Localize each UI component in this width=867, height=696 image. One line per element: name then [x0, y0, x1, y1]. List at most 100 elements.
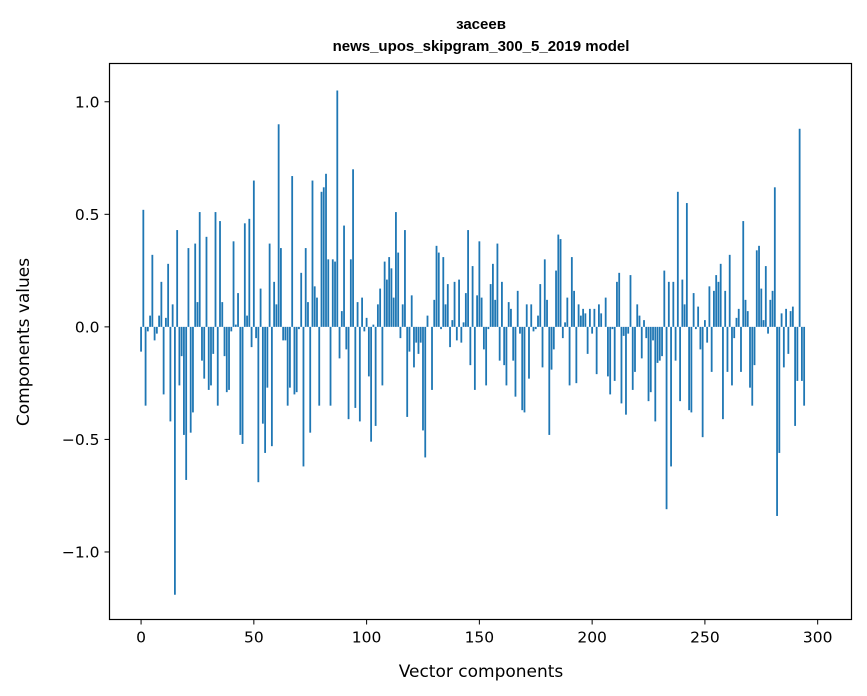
bar — [453, 281, 456, 327]
bar — [645, 326, 648, 339]
bar — [607, 326, 609, 377]
bar — [778, 326, 781, 453]
bar — [530, 304, 533, 327]
bar — [440, 326, 442, 330]
bar — [800, 326, 803, 381]
bar — [223, 326, 226, 357]
bar — [773, 187, 776, 327]
bar — [415, 326, 418, 343]
bar — [408, 326, 411, 352]
bar — [782, 326, 785, 368]
bar — [449, 326, 451, 348]
bar — [374, 326, 377, 426]
bar — [683, 304, 686, 327]
bar — [194, 243, 197, 327]
bar — [791, 306, 794, 327]
bar — [494, 299, 497, 327]
bar — [241, 326, 244, 444]
bar — [334, 261, 336, 327]
bar — [320, 191, 323, 327]
bar — [663, 270, 666, 327]
bar — [767, 326, 769, 334]
bar — [722, 326, 724, 420]
bar — [349, 259, 352, 327]
bar — [367, 326, 370, 377]
bar — [785, 308, 787, 327]
bar — [487, 326, 490, 330]
x-tick-label: 100 — [352, 629, 382, 647]
bar — [787, 326, 790, 354]
bar — [796, 326, 799, 381]
bar — [654, 326, 657, 422]
bar — [410, 295, 413, 327]
bar — [338, 326, 341, 359]
x-tick-label: 250 — [690, 629, 720, 647]
bar — [221, 302, 224, 327]
bar — [737, 308, 740, 327]
bar — [688, 326, 691, 411]
bar — [442, 257, 445, 327]
bar — [282, 326, 285, 341]
bar — [325, 173, 327, 327]
bar — [595, 326, 598, 375]
bar — [676, 191, 679, 327]
bar — [482, 326, 485, 350]
bar — [304, 248, 307, 327]
bar — [419, 326, 422, 343]
bar — [638, 315, 641, 327]
bar — [717, 281, 720, 327]
bar — [433, 299, 436, 327]
bar — [555, 270, 557, 327]
bar — [618, 272, 621, 327]
bar — [525, 304, 528, 327]
bar — [379, 288, 382, 327]
bar — [277, 124, 280, 327]
bar — [473, 326, 476, 390]
y-tick-label: −1.0 — [62, 543, 100, 561]
bar — [789, 311, 792, 327]
x-tick-label: 200 — [577, 629, 607, 647]
bar — [395, 212, 397, 327]
bar — [679, 326, 681, 402]
bar — [169, 326, 172, 422]
bar — [331, 259, 334, 327]
bar — [611, 326, 614, 330]
bar — [144, 326, 147, 406]
bar — [616, 281, 618, 327]
bar — [661, 326, 663, 357]
bar — [620, 326, 623, 404]
bar — [422, 326, 424, 431]
bar — [496, 243, 499, 327]
bar — [318, 326, 321, 406]
bar — [769, 299, 772, 327]
bar — [505, 326, 508, 386]
bar — [755, 250, 758, 327]
bar — [352, 169, 354, 327]
bar — [153, 326, 156, 341]
bar — [295, 326, 298, 393]
bar — [726, 326, 729, 372]
bar — [552, 326, 555, 350]
bar — [609, 326, 612, 395]
bar — [401, 304, 404, 327]
bar — [561, 326, 564, 339]
bar — [286, 326, 289, 406]
bar — [392, 297, 395, 327]
bar — [327, 259, 330, 327]
bar — [183, 326, 185, 435]
bar — [523, 326, 526, 413]
bar — [234, 324, 237, 327]
bar — [232, 241, 235, 327]
bar — [492, 263, 494, 327]
bar — [665, 326, 668, 510]
bar — [275, 304, 278, 327]
bar — [546, 299, 548, 327]
bar — [704, 320, 706, 327]
bar — [557, 234, 560, 327]
bar — [237, 293, 239, 327]
chart-subtitle: news_upos_skipgram_300_5_2019 model — [333, 38, 630, 55]
bar — [437, 252, 440, 327]
bar — [198, 212, 201, 327]
bar — [656, 326, 659, 363]
